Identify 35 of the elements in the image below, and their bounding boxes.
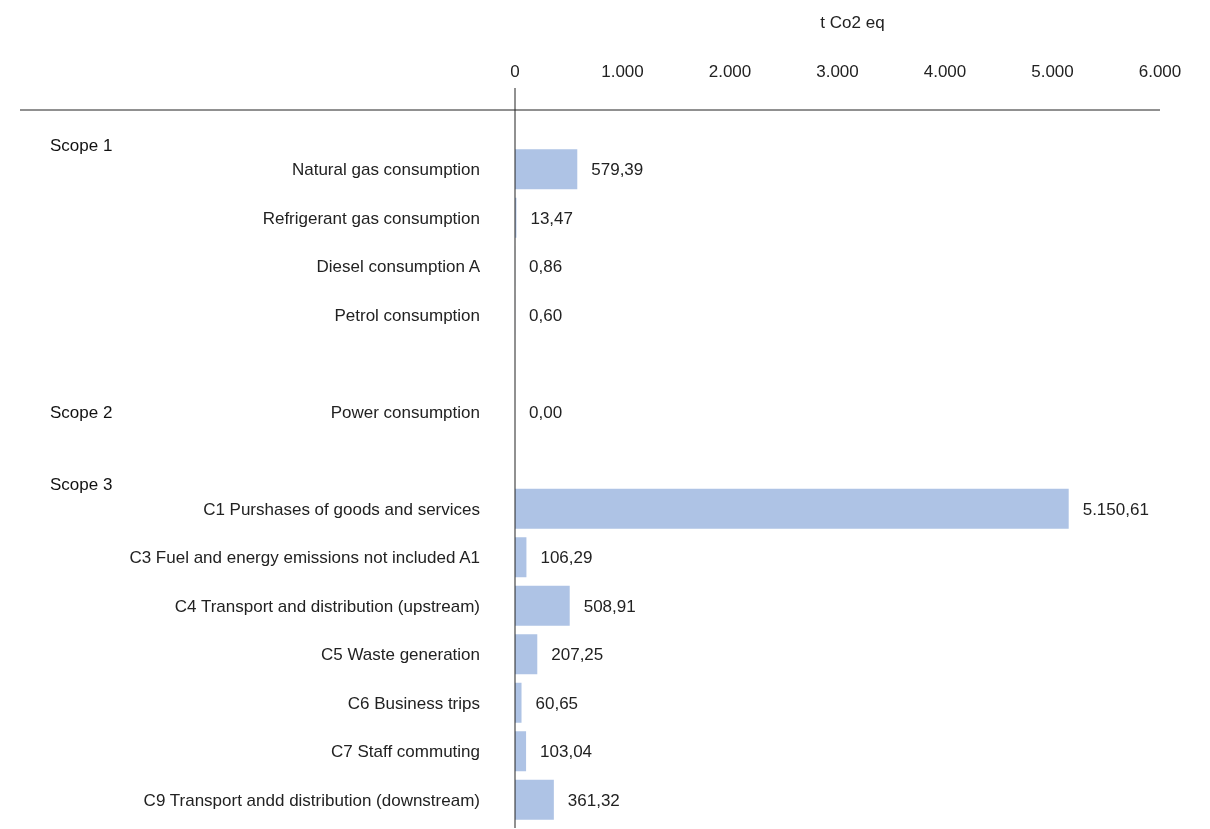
data-label: 0,00: [529, 402, 563, 422]
y-tick-label: Petrol consumption: [334, 305, 480, 325]
y-tick-label: C4 Transport and distribution (upstream): [174, 596, 480, 616]
x-tick-label: 6.000: [1138, 62, 1182, 81]
x-axis-title: t Co2 eq: [820, 13, 885, 32]
data-label: 0,86: [529, 257, 563, 277]
y-tick-label: Diesel consumption A: [316, 257, 481, 277]
data-label: 207,25: [551, 645, 604, 665]
y-tick-label: C1 Purshases of goods and services: [203, 499, 480, 519]
y-tick-label: Natural gas consumption: [291, 160, 480, 180]
y-tick-label: C9 Transport andd distribution (downstream): [143, 790, 480, 810]
y-tick-label: C6 Business trips: [347, 693, 480, 713]
data-label: 13,47: [530, 208, 573, 228]
data-label: 579,39: [591, 160, 644, 180]
x-tick-label: 4.000: [923, 62, 967, 81]
data-label: 60,65: [535, 693, 579, 713]
data-label: 103,04: [540, 742, 593, 762]
y-tick-label: C3 Fuel and energy emissions not included A1: [129, 548, 480, 568]
data-label: 5.150,61: [1082, 499, 1149, 519]
x-tick-label: 1.000: [601, 62, 644, 81]
data-label: 508,91: [583, 596, 636, 616]
y-tick-label: Refrigerant gas consumption: [262, 208, 480, 228]
text: Scope 1: [50, 135, 113, 155]
y-tick-label: Power consumption: [330, 402, 480, 422]
x-tick-label: 0: [510, 62, 520, 81]
y-tick-label: C7 Staff commuting: [331, 742, 480, 762]
x-tick-label: 3.000: [816, 62, 859, 81]
text: Scope 3: [50, 475, 113, 495]
data-label: 361,32: [567, 790, 620, 810]
data-label: 0,60: [529, 305, 563, 325]
text: Scope 2: [50, 402, 113, 422]
data-label: 106,29: [540, 548, 593, 568]
x-tick-label: 2.000: [708, 62, 752, 81]
y-tick-label: C5 Waste generation: [320, 645, 480, 665]
x-tick-label: 5.000: [1031, 62, 1074, 81]
